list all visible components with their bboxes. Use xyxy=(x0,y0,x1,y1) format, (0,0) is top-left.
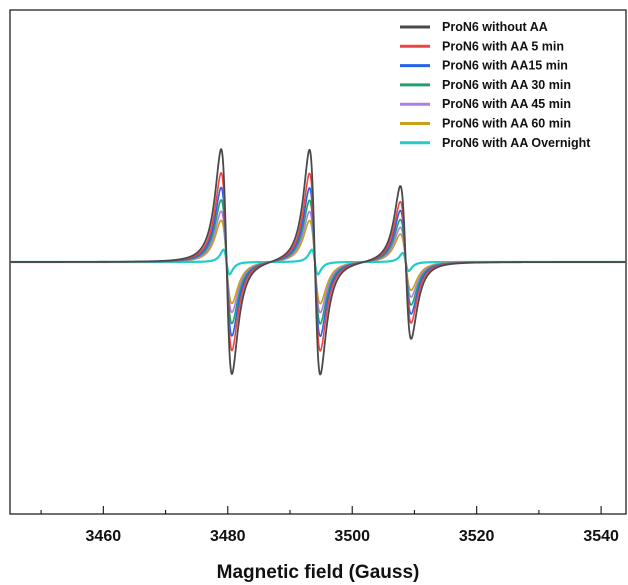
legend-background xyxy=(394,19,620,161)
legend-label: ProN6 with AA 5 min xyxy=(442,39,564,53)
x-tick-label: 3460 xyxy=(86,528,122,545)
x-tick-label: 3540 xyxy=(583,528,619,545)
x-axis: 3460 3480 3500 3520 3540 xyxy=(40,506,619,545)
x-axis-title: Magnetic field (Gauss) xyxy=(217,562,420,583)
x-tick-label: 3500 xyxy=(334,528,370,545)
legend: ProN6 without AA ProN6 with AA 5 min ProN6… xyxy=(394,19,620,161)
legend-label: ProN6 with AA 45 min xyxy=(442,97,571,111)
legend-label: ProN6 with AA Overnight xyxy=(442,136,591,150)
legend-label: ProN6 with AA15 min xyxy=(442,59,568,73)
x-tick-label: 3480 xyxy=(210,528,246,545)
legend-label: ProN6 with AA 60 min xyxy=(442,117,571,131)
legend-label: ProN6 with AA 30 min xyxy=(442,78,571,92)
series-line xyxy=(9,148,627,376)
legend-label: ProN6 without AA xyxy=(442,20,548,34)
x-tick-label: 3520 xyxy=(459,528,495,545)
spectrum-curves xyxy=(9,148,627,376)
